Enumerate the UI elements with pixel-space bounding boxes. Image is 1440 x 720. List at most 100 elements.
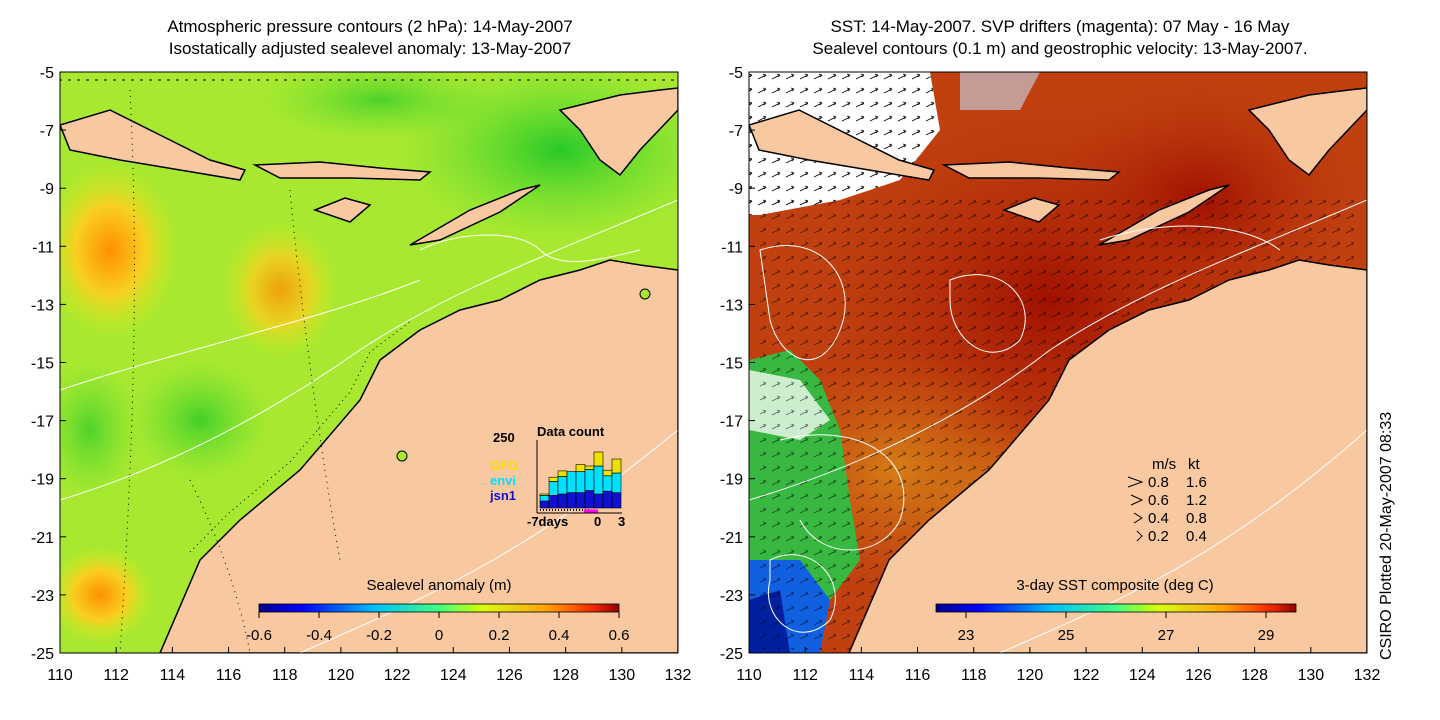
velocity-arrow-icon [1130, 494, 1144, 506]
velocity-legend-rows: 0.8 1.60.6 1.20.4 0.80.2 0.4 [1127, 474, 1207, 545]
lon-tick-label: 112 [103, 667, 129, 684]
right-title-line1: SST: 14-May-2007. SVP drifters (magenta)… [830, 17, 1290, 36]
lat-tick-label: -11 [721, 239, 743, 256]
lon-tick-label: 116 [905, 667, 931, 684]
inset-bar-jsn1 [539, 500, 550, 509]
lon-tick-label: 132 [1354, 667, 1381, 684]
lat-tick-label: -15 [720, 356, 743, 373]
lon-tick-label: 128 [552, 667, 579, 684]
lon-tick-label: 122 [1073, 667, 1100, 684]
lon-tick-label: 130 [1297, 667, 1324, 684]
lat-tick-label: -5 [40, 65, 54, 82]
velocity-kt-value: 0.8 [1186, 510, 1207, 527]
inset-source-gfo: GFO [490, 458, 518, 473]
inset-ymax-label: 250 [493, 430, 515, 445]
lon-tick-label: 116 [216, 667, 242, 684]
inset-bar-jsn1 [602, 490, 613, 509]
inset-bar-jsn1 [584, 490, 595, 509]
inset-title: Data count [537, 424, 605, 439]
velocity-unit-ms: m/s [1152, 456, 1176, 473]
lat-tick-label: -5 [729, 65, 743, 82]
inset-bar-envi [557, 476, 568, 495]
lon-tick-label: 118 [272, 667, 298, 684]
colorbar-tick-label: -0.4 [306, 627, 332, 644]
inset-bar-gfo [593, 451, 604, 467]
lon-tick-label: 132 [665, 667, 692, 684]
sla-high-central [220, 220, 340, 360]
left-title-line1: Atmospheric pressure contours (2 hPa): 1… [167, 17, 573, 36]
right-title-line2: Sealevel contours (0.1 m) and geostrophi… [812, 39, 1308, 58]
lat-tick-label: -17 [720, 414, 743, 431]
inset-source-envi: envi [490, 473, 516, 488]
dotted-contour-2 [289, 189, 341, 561]
australia-land [159, 259, 678, 653]
inset-bar-envi [593, 465, 604, 495]
velocity-kt-value: 0.4 [1186, 528, 1207, 545]
velocity-arrow-icon [1133, 512, 1143, 524]
left-title-line2: Isostatically adjusted sealevel anomaly:… [168, 39, 572, 58]
inset-source-jsn1: jsn1 [489, 488, 516, 503]
lon-tick-label: 128 [1241, 667, 1268, 684]
lon-tick-label: 114 [849, 667, 875, 684]
lat-tick-label: -9 [40, 181, 54, 198]
colorbar-tick-label: 27 [1158, 627, 1175, 644]
inset-bar-envi [575, 471, 586, 493]
inset-bar-envi [548, 481, 559, 496]
sealevel-contour-7 [999, 429, 1367, 653]
tide-gauge-marker [639, 288, 651, 300]
shelf-edge-dotted [189, 321, 411, 553]
lon-tick-label: 114 [160, 667, 186, 684]
sla-colorbar-label: Sealevel anomaly (m) [366, 577, 511, 594]
lon-tick-label: 120 [328, 667, 355, 684]
inset-bar-envi [566, 471, 577, 493]
sla-high-west [60, 160, 180, 340]
sealevel-contour-3 [949, 274, 1026, 353]
colorbar-tick-label: 0.6 [609, 627, 630, 644]
lon-tick-label: 126 [1185, 667, 1212, 684]
inset-bar-gfo [539, 493, 550, 496]
pressure-contour-1 [60, 199, 678, 501]
colorbar-tick-label: -0.6 [246, 627, 272, 644]
colorbar-tick-label: 29 [1258, 627, 1275, 644]
inset-bars [539, 451, 622, 509]
inset-bar-gfo [575, 464, 586, 472]
lat-tick-label: -11 [32, 239, 54, 256]
inset-bar-jsn1 [575, 492, 586, 509]
lesser-sunda-islands [941, 161, 1121, 181]
lon-tick-label: 110 [47, 667, 73, 684]
sealevel-contour-2 [759, 245, 846, 361]
lat-tick-label: -25 [31, 646, 54, 663]
java-island [60, 109, 247, 181]
timor-island [1098, 184, 1230, 246]
dotted-contour-3 [189, 479, 251, 653]
data-count-inset: 250 Data count GFO envi jsn1 -7days 0 3 [489, 424, 625, 529]
lat-tick-label: -25 [720, 646, 743, 663]
velocity-ms-value: 0.4 [1148, 510, 1169, 527]
inset-bar-jsn1 [557, 493, 568, 509]
left-longitude-ticks: 110 112 114 116 118 120 122 124 126 128 130 132 [47, 647, 691, 684]
left-map-title: Atmospheric pressure contours (2 hPa): 1… [60, 16, 680, 60]
inset-bar-gfo [557, 470, 568, 477]
lat-tick-label: -7 [729, 123, 743, 140]
sealevel-contour-4 [768, 554, 836, 633]
right-longitude-ticks: 110 112 114 116 118 120 122 124 126 128 130 132 [736, 647, 1380, 684]
inset-bar-envi [611, 472, 622, 493]
lon-tick-label: 130 [608, 667, 635, 684]
lon-tick-label: 122 [384, 667, 411, 684]
sealevel-contour-6 [1099, 225, 1281, 251]
pressure-contour-3 [419, 234, 641, 262]
sulawesi-island [558, 87, 678, 177]
sulawesi-island [1247, 87, 1367, 177]
lat-tick-label: -9 [729, 181, 743, 198]
inset-bar-gfo [602, 469, 613, 477]
velocity-kt-value: 1.6 [1186, 474, 1207, 491]
lat-tick-label: -19 [31, 472, 54, 489]
lat-tick-label: -13 [31, 297, 54, 314]
inset-bar-envi [584, 469, 595, 491]
sla-low-central [130, 360, 270, 480]
velocity-ms-value: 0.2 [1148, 528, 1169, 545]
colorbar-tick-label: 0 [435, 627, 443, 644]
credit-text: CSIRO Plotted 20-May-2007 08:33 [1378, 411, 1395, 660]
sst-colorbar: 3-day SST composite (deg C) 23 25 27 29 [935, 577, 1297, 644]
